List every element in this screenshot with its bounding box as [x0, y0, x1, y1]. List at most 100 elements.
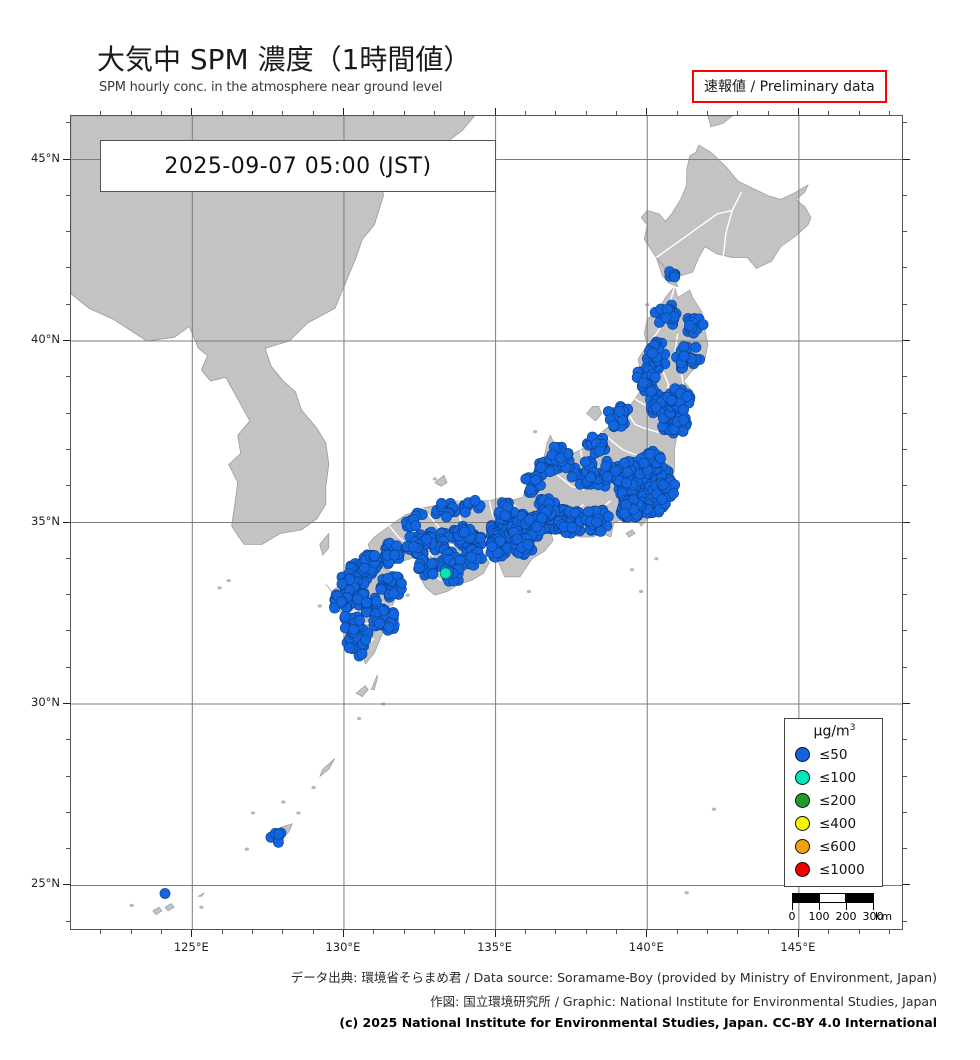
station-point[interactable]	[554, 452, 566, 464]
station-point[interactable]	[373, 617, 385, 629]
station-point[interactable]	[486, 541, 498, 552]
station-point[interactable]	[610, 465, 621, 477]
station-point[interactable]	[361, 597, 372, 608]
station-point[interactable]	[336, 578, 348, 590]
station-point[interactable]	[426, 558, 438, 569]
station-point-highlight[interactable]	[439, 567, 452, 579]
station-point[interactable]	[159, 888, 171, 899]
station-point[interactable]	[359, 562, 371, 574]
station-point[interactable]	[369, 550, 381, 562]
station-point[interactable]	[523, 514, 535, 526]
station-point[interactable]	[669, 271, 681, 283]
station-point[interactable]	[441, 511, 452, 523]
station-point[interactable]	[638, 457, 650, 469]
station-point[interactable]	[681, 391, 693, 402]
station-point[interactable]	[614, 405, 625, 417]
station-point[interactable]	[678, 350, 690, 362]
station-point[interactable]	[520, 473, 532, 485]
station-point[interactable]	[678, 414, 689, 426]
station-point[interactable]	[354, 614, 365, 626]
station-point[interactable]	[591, 516, 602, 528]
station-point[interactable]	[697, 319, 709, 330]
station-point[interactable]	[389, 549, 400, 561]
station-point[interactable]	[531, 521, 543, 533]
station-point[interactable]	[436, 497, 447, 509]
axis-minor-tick-x-top	[221, 111, 223, 115]
station-point[interactable]	[602, 471, 613, 483]
station-point[interactable]	[603, 511, 614, 522]
station-point[interactable]	[583, 506, 594, 518]
station-point[interactable]	[569, 507, 581, 519]
station-point[interactable]	[356, 648, 368, 660]
station-point[interactable]	[272, 828, 284, 840]
station-point[interactable]	[522, 539, 534, 551]
station-point[interactable]	[678, 341, 690, 352]
station-point[interactable]	[360, 634, 371, 646]
station-point[interactable]	[459, 506, 471, 518]
station-point[interactable]	[637, 377, 649, 389]
map-plot-area[interactable]	[70, 115, 903, 930]
axis-minor-tick-y-right	[903, 412, 907, 414]
station-point[interactable]	[535, 461, 547, 473]
station-point[interactable]	[660, 312, 672, 324]
axis-tick-y-right	[903, 340, 910, 342]
station-point[interactable]	[600, 460, 612, 472]
station-point[interactable]	[594, 445, 605, 457]
station-point[interactable]	[656, 493, 668, 505]
station-point[interactable]	[668, 487, 679, 499]
station-point[interactable]	[677, 425, 689, 437]
station-point[interactable]	[335, 596, 347, 608]
station-point[interactable]	[427, 568, 439, 580]
station-point[interactable]	[647, 347, 658, 359]
station-point[interactable]	[395, 577, 407, 589]
station-point[interactable]	[544, 466, 556, 478]
station-point[interactable]	[413, 562, 425, 574]
station-point[interactable]	[644, 448, 656, 460]
legend-item-200: ≤200	[795, 789, 883, 812]
station-point[interactable]	[329, 602, 340, 614]
station-point[interactable]	[608, 420, 619, 432]
station-point[interactable]	[646, 385, 657, 397]
station-point[interactable]	[499, 510, 511, 521]
axis-minor-tick-y-right	[903, 594, 907, 596]
station-point[interactable]	[657, 479, 669, 491]
station-point[interactable]	[382, 572, 394, 584]
station-point[interactable]	[465, 551, 477, 563]
station-point[interactable]	[595, 525, 607, 537]
station-point[interactable]	[388, 608, 400, 620]
station-point[interactable]	[421, 533, 433, 545]
station-point[interactable]	[383, 621, 395, 633]
station-point[interactable]	[690, 341, 702, 353]
station-point[interactable]	[530, 474, 542, 486]
station-point[interactable]	[585, 472, 597, 483]
station-point[interactable]	[410, 520, 422, 531]
timestamp-text: 2025-09-07 05:00 (JST)	[164, 153, 432, 179]
station-point[interactable]	[343, 642, 355, 654]
station-point[interactable]	[566, 521, 578, 533]
station-point[interactable]	[655, 452, 666, 464]
station-point[interactable]	[524, 484, 536, 495]
station-point[interactable]	[621, 466, 633, 478]
station-point[interactable]	[566, 471, 578, 483]
station-point[interactable]	[666, 394, 677, 406]
station-point[interactable]	[348, 624, 360, 635]
station-point[interactable]	[650, 402, 662, 413]
station-point[interactable]	[618, 457, 630, 469]
station-point[interactable]	[391, 540, 403, 552]
station-point[interactable]	[375, 583, 387, 595]
station-point[interactable]	[579, 456, 591, 468]
station-point[interactable]	[339, 611, 351, 622]
station-point[interactable]	[684, 319, 695, 331]
axis-minor-tick-x	[373, 930, 375, 934]
station-point[interactable]	[469, 494, 481, 506]
station-point[interactable]	[407, 541, 419, 553]
station-point[interactable]	[619, 507, 630, 519]
station-point[interactable]	[678, 404, 689, 416]
legend-item-label: ≤1000	[819, 861, 865, 878]
station-point[interactable]	[621, 477, 632, 489]
station-point[interactable]	[459, 526, 470, 538]
station-point[interactable]	[536, 512, 548, 524]
station-point[interactable]	[388, 588, 400, 599]
station-point[interactable]	[649, 371, 661, 383]
station-point[interactable]	[511, 533, 523, 545]
